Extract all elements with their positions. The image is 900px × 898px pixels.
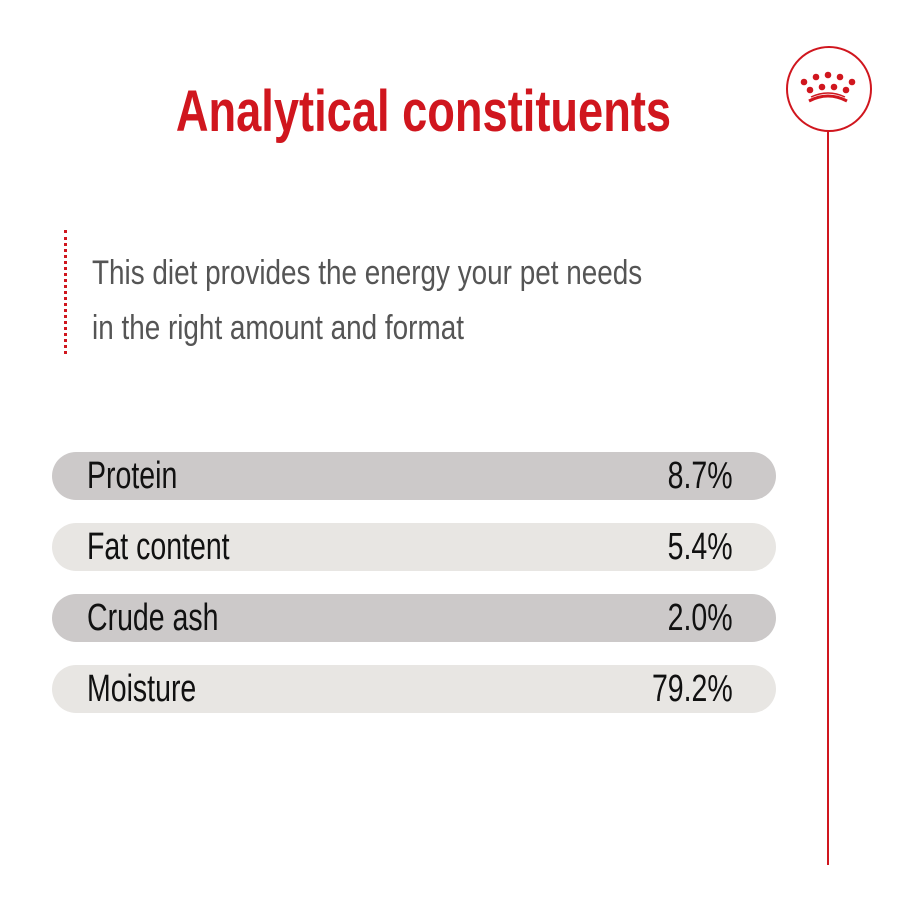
constituent-row-ash: Crude ash 2.0% xyxy=(52,594,776,642)
constituent-row-fat: Fat content 5.4% xyxy=(52,523,776,571)
constituent-value: 79.2% xyxy=(652,668,733,710)
constituent-label: Fat content xyxy=(87,526,230,568)
constituent-value: 2.0% xyxy=(668,597,733,639)
crown-icon xyxy=(786,46,872,132)
description: This diet provides the energy your pet n… xyxy=(92,254,643,347)
page-title: Analytical constituents xyxy=(175,79,671,144)
constituent-value: 5.4% xyxy=(668,526,733,568)
dotted-divider xyxy=(64,230,67,354)
constituent-label: Crude ash xyxy=(87,597,219,639)
constituent-label: Moisture xyxy=(87,668,197,710)
constituent-value: 8.7% xyxy=(668,455,733,497)
constituent-label: Protein xyxy=(87,455,178,497)
constituent-row-moisture: Moisture 79.2% xyxy=(52,665,776,713)
constituent-row-protein: Protein 8.7% xyxy=(52,452,776,500)
vertical-accent-line xyxy=(827,131,829,865)
